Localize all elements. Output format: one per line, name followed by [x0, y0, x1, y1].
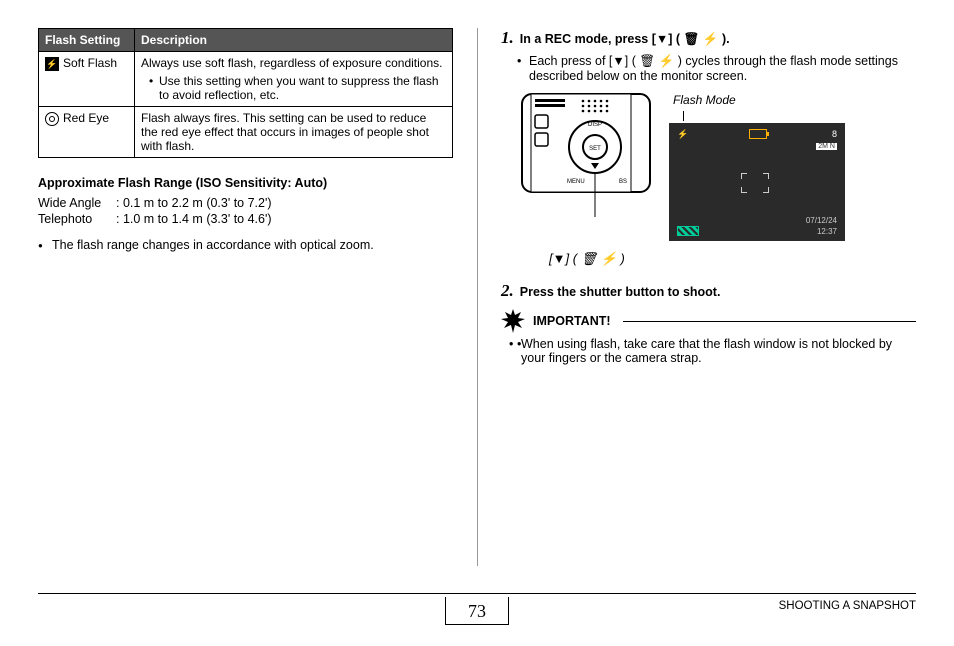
- soft-flash-icon: ⚡: [45, 57, 59, 71]
- down-button-caption: [▼] ( 🗑 ⚡ ): [549, 251, 916, 267]
- svg-text:SET: SET: [589, 146, 601, 152]
- svg-text:BS: BS: [619, 179, 627, 185]
- svg-text:DISP: DISP: [588, 122, 602, 128]
- step-1: 1. In a REC mode, press [▼] ( 🗑 ⚡ ).: [501, 28, 916, 48]
- important-note: • When using flash, take care that the f…: [501, 337, 916, 365]
- flash-settings-table: Flash Setting Description ⚡ Soft Flash Al…: [38, 28, 453, 158]
- svg-text:MENU: MENU: [567, 179, 585, 185]
- screen-flash-icon: ⚡: [677, 129, 688, 140]
- step-1-sub: Each press of [▼] ( 🗑 ⚡ ) cycles through…: [501, 54, 916, 83]
- focus-brackets-icon: [741, 173, 769, 193]
- th-description: Description: [135, 29, 453, 52]
- screen-indicator-icon: [677, 226, 699, 236]
- screen-time: 12:37: [817, 227, 837, 236]
- figure-row: SET DISP MENU BS Flash Mode ⚡ 8 2M N: [521, 93, 916, 241]
- setting-desc: Flash always fires. This setting can be …: [141, 111, 446, 153]
- step-number: 2.: [501, 281, 514, 301]
- right-column: 1. In a REC mode, press [▼] ( 🗑 ⚡ ). Eac…: [491, 28, 916, 568]
- screen-size-badge: 2M N: [816, 143, 837, 150]
- burst-icon: [501, 309, 525, 333]
- column-divider: [477, 28, 478, 566]
- range-heading: Approximate Flash Range (ISO Sensitivity…: [38, 176, 453, 190]
- trash-icon: 🗑: [684, 32, 700, 46]
- camera-diagram: SET DISP MENU BS: [521, 93, 651, 221]
- range-wide: Wide Angle: 0.1 m to 2.2 m (0.3' to 7.2'…: [38, 196, 453, 210]
- screen-count: 8: [832, 129, 837, 139]
- screen-label: Flash Mode: [673, 93, 845, 107]
- screen-wrap: Flash Mode ⚡ 8 2M N 07/12/24 12:37: [669, 93, 845, 241]
- screen-date: 07/12/24: [806, 216, 837, 225]
- important-header: IMPORTANT!: [501, 309, 916, 333]
- table-row: ⚡ Soft Flash Always use soft flash, regar…: [39, 52, 453, 107]
- step-2: 2. Press the shutter button to shoot.: [501, 281, 916, 301]
- step-number: 1.: [501, 28, 514, 48]
- page-footer: 73 SHOOTING A SNAPSHOT: [38, 593, 916, 628]
- page-number: 73: [445, 597, 509, 625]
- monitor-screen: ⚡ 8 2M N 07/12/24 12:37: [669, 123, 845, 241]
- range-note: The flash range changes in accordance wi…: [38, 238, 453, 252]
- important-rule: [623, 321, 916, 322]
- step-text: In a REC mode, press [▼] ( 🗑 ⚡ ).: [520, 32, 730, 47]
- left-column: Flash Setting Description ⚡ Soft Flash Al…: [38, 28, 463, 568]
- setting-desc-bullet: Use this setting when you want to suppre…: [149, 74, 446, 102]
- section-title: SHOOTING A SNAPSHOT: [779, 600, 916, 612]
- bolt-icon: ⚡: [703, 32, 719, 46]
- table-row: Red Eye Flash always fires. This setting…: [39, 107, 453, 158]
- setting-name: Red Eye: [63, 111, 109, 125]
- step-text: Press the shutter button to shoot.: [520, 285, 721, 299]
- range-tele: Telephoto: 1.0 m to 1.4 m (3.3' to 4.6'): [38, 212, 453, 226]
- screen-callout-tick: [683, 111, 684, 121]
- battery-icon: [749, 129, 767, 139]
- setting-name: Soft Flash: [63, 56, 117, 70]
- important-label: IMPORTANT!: [533, 314, 611, 328]
- red-eye-icon: [45, 112, 59, 126]
- setting-desc: Always use soft flash, regardless of exp…: [141, 56, 446, 70]
- th-setting: Flash Setting: [39, 29, 135, 52]
